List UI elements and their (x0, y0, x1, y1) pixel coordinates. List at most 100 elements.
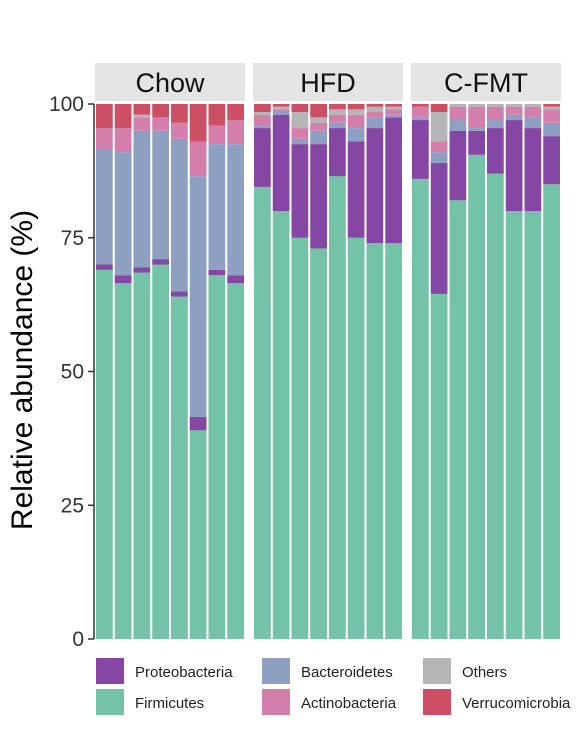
bar-c-fmt-7-others (524, 104, 542, 107)
bar-hfd-8-actinobacteria (385, 109, 402, 115)
bar-chow-4-proteobacteria (152, 259, 169, 265)
facet-c-fmt: C-FMT (411, 63, 561, 640)
bar-c-fmt-4-actinobacteria (468, 106, 485, 129)
y-tick-label-0: 0 (72, 628, 84, 651)
bar-hfd-5-bacteroidetes (329, 122, 346, 129)
facet-strip-hfd (253, 63, 403, 101)
bar-hfd-3-others (291, 112, 309, 129)
bar-c-fmt-1-proteobacteria (412, 120, 429, 179)
bar-chow-3-bacteroidetes (133, 130, 151, 268)
legend-swatch-verrucomicrobia (423, 689, 451, 715)
bar-hfd-8-others (385, 106, 402, 110)
bar-hfd-1-firmicutes (254, 186, 271, 639)
legend-swatch-firmicutes (96, 689, 124, 715)
bar-chow-4-actinobacteria (152, 117, 169, 131)
bar-hfd-2-actinobacteria (272, 109, 290, 113)
bar-c-fmt-5-actinobacteria (487, 106, 504, 121)
bar-c-fmt-6-bacteroidetes (505, 114, 523, 121)
bar-chow-5-actinobacteria (171, 122, 188, 139)
bar-hfd-4-bacteroidetes (310, 130, 327, 145)
bar-hfd-6-actinobacteria (347, 114, 365, 129)
facet-strip-c-fmt (411, 63, 561, 101)
bar-hfd-5-verrucomicrobia (329, 104, 346, 110)
facet-strip-chow (95, 63, 245, 101)
bar-c-fmt-1-firmicutes (412, 178, 429, 639)
bar-chow-2-verrucomicrobia (114, 104, 132, 129)
bar-hfd-3-verrucomicrobia (291, 104, 309, 113)
bar-c-fmt-4-others (468, 104, 485, 107)
bar-c-fmt-8-bacteroidetes (543, 122, 560, 137)
bar-hfd-1-proteobacteria (254, 128, 271, 187)
bar-c-fmt-5-proteobacteria (487, 128, 504, 174)
legend-label-others: Others (462, 664, 507, 681)
bar-chow-8-bacteroidetes (227, 144, 244, 276)
bar-chow-7-verrucomicrobia (208, 104, 226, 126)
bar-c-fmt-2-proteobacteria (430, 162, 448, 294)
bar-chow-7-bacteroidetes (208, 144, 226, 270)
bar-hfd-1-verrucomicrobia (254, 104, 271, 113)
bar-c-fmt-5-firmicutes (487, 173, 504, 640)
bar-chow-5-proteobacteria (171, 291, 188, 297)
bar-chow-8-actinobacteria (227, 120, 244, 145)
bar-hfd-3-bacteroidetes (291, 138, 309, 145)
bar-c-fmt-6-others (505, 104, 523, 107)
bar-hfd-8-verrucomicrobia (385, 104, 402, 107)
legend-label-actinobacteria: Actinobacteria (301, 695, 397, 712)
facet-label-hfd: HFD (300, 68, 356, 98)
facet-label-c-fmt: C-FMT (444, 68, 528, 98)
bar-chow-6-proteobacteria (189, 416, 207, 431)
facet-panels: Chow HFD C-FMT (95, 63, 561, 640)
bar-chow-3-others (133, 114, 151, 118)
bar-c-fmt-2-actinobacteria (430, 141, 448, 153)
bar-chow-5-bacteroidetes (171, 138, 188, 292)
bar-hfd-5-firmicutes (329, 176, 346, 640)
bar-chow-2-actinobacteria (114, 128, 132, 153)
bar-hfd-8-firmicutes (385, 243, 402, 639)
bar-hfd-2-verrucomicrobia (272, 104, 290, 107)
bar-c-fmt-8-proteobacteria (543, 136, 560, 185)
bar-chow-8-firmicutes (227, 283, 244, 639)
bar-c-fmt-3-bacteroidetes (449, 120, 467, 131)
bar-chow-2-firmicutes (114, 283, 132, 639)
y-axis-label: Relative abundance (%) (6, 210, 39, 530)
bar-chow-1-actinobacteria (96, 128, 113, 150)
bar-hfd-2-bacteroidetes (272, 112, 290, 115)
bar-c-fmt-8-others (543, 106, 560, 110)
bar-chow-7-firmicutes (208, 275, 226, 639)
bar-hfd-5-proteobacteria (329, 128, 346, 177)
legend-swatch-bacteroidetes (262, 658, 290, 684)
legend-label-verrucomicrobia: Verrucomicrobia (462, 695, 571, 712)
y-tick-label-50: 50 (61, 361, 84, 384)
bar-chow-1-proteobacteria (96, 264, 113, 270)
bar-hfd-5-others (329, 109, 346, 115)
bar-hfd-4-actinobacteria (310, 122, 327, 131)
bar-chow-1-firmicutes (96, 269, 113, 639)
bar-c-fmt-6-firmicutes (505, 211, 523, 639)
y-tick-label-100: 100 (49, 93, 84, 116)
legend-swatch-actinobacteria (262, 689, 290, 715)
bar-hfd-3-firmicutes (291, 237, 309, 639)
bar-c-fmt-6-proteobacteria (505, 120, 523, 211)
bar-hfd-8-proteobacteria (385, 117, 402, 244)
bar-c-fmt-8-firmicutes (543, 184, 560, 639)
legend: Proteobacteria Bacteroidetes Others Firmicu… (96, 658, 571, 715)
bar-chow-6-firmicutes (189, 430, 207, 639)
bar-hfd-6-verrucomicrobia (347, 104, 365, 110)
y-tick-label-75: 75 (61, 227, 84, 250)
bar-hfd-7-bacteroidetes (366, 117, 384, 129)
bar-hfd-2-proteobacteria (272, 114, 290, 211)
bar-c-fmt-2-others (430, 112, 448, 142)
bar-chow-1-verrucomicrobia (96, 104, 113, 129)
bar-chow-2-bacteroidetes (114, 152, 132, 276)
bar-chow-4-bacteroidetes (152, 130, 169, 260)
bar-chow-3-actinobacteria (133, 117, 151, 131)
bar-c-fmt-3-actinobacteria (449, 106, 467, 121)
bar-chow-4-firmicutes (152, 264, 169, 639)
bar-hfd-6-others (347, 109, 365, 115)
bar-c-fmt-1-bacteroidetes (412, 117, 429, 121)
bar-hfd-8-bacteroidetes (385, 114, 402, 118)
bar-hfd-1-actinobacteria (254, 114, 271, 126)
bar-c-fmt-3-proteobacteria (449, 130, 467, 201)
bar-chow-8-verrucomicrobia (227, 104, 244, 121)
